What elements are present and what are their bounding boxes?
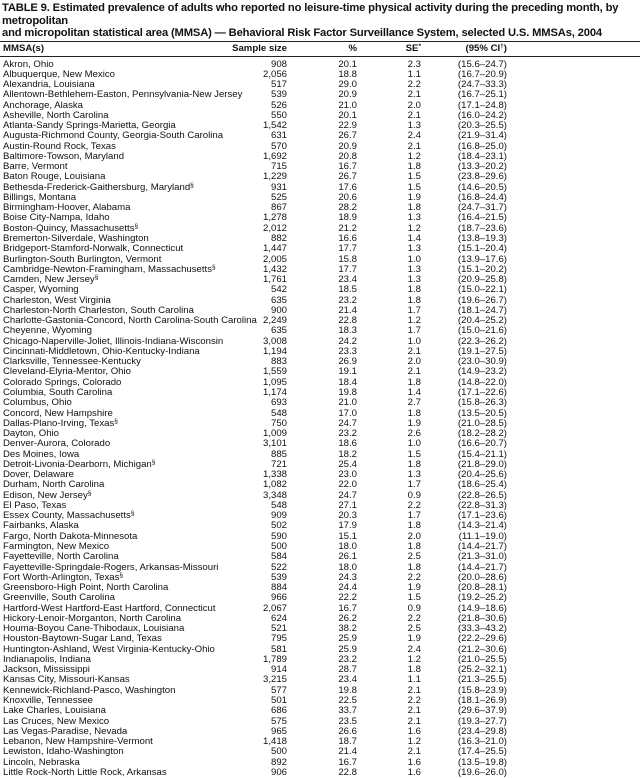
header-sample-size: Sample size — [232, 43, 287, 54]
footnote-mark: § — [114, 418, 118, 425]
table-title-line-1: TABLE 9. Estimated prevalence of adults … — [2, 2, 640, 27]
sample-size: 693 — [271, 398, 287, 408]
header-se-label: SE — [406, 43, 419, 54]
footnote-mark: § — [190, 182, 194, 189]
sample-size: 584 — [271, 552, 287, 562]
header-ci: (95% CI†) — [466, 43, 507, 54]
standard-error: 1.6 — [408, 768, 421, 778]
table-row: Little Rock-North Little Rock, Arkansas 9… — [0, 768, 640, 778]
standard-error: 2.5 — [408, 552, 421, 562]
sample-size: 906 — [271, 768, 287, 778]
percent: 33.7 — [338, 706, 357, 716]
table-title-line-2: and micropolitan statistical area (MMSA)… — [2, 27, 640, 40]
standard-error: 2.1 — [408, 706, 421, 716]
table-row: Charlotte-Gastonia-Concord, North Caroli… — [0, 316, 640, 326]
table-header: MMSA(s) Sample size % SE* (95% CI†) — [0, 41, 640, 57]
confidence-interval: (21.3–31.0) — [458, 552, 507, 562]
footnote-mark: § — [95, 274, 99, 281]
confidence-interval: (19.6–26.0) — [458, 768, 507, 778]
standard-error: 2.7 — [408, 398, 421, 408]
mmsa-label: Little Rock-North Little Rock, Arkansas — [3, 767, 167, 778]
se-footnote-mark: * — [418, 43, 421, 50]
header-se: SE* — [406, 43, 421, 54]
confidence-interval: (29.6–37.9) — [458, 706, 507, 716]
percent: 26.1 — [338, 552, 357, 562]
confidence-interval: (15.8–26.3) — [458, 398, 507, 408]
header-percent: % — [348, 43, 357, 54]
footnote-mark: § — [131, 510, 135, 517]
percent: 21.0 — [338, 398, 357, 408]
header-mmsa: MMSA(s) — [3, 43, 44, 54]
table-row: Huntington-Ashland, West Virginia-Kentuc… — [0, 645, 640, 655]
footnote-mark: § — [212, 264, 216, 271]
footnote-mark: § — [119, 572, 123, 579]
header-ci-close: ) — [504, 43, 507, 54]
percent: 22.8 — [338, 768, 357, 778]
footnote-mark: § — [135, 223, 139, 230]
footnote-mark: § — [88, 490, 92, 497]
table-row: Bethesda-Frederick-Gaithersburg, Marylan… — [0, 183, 640, 193]
table-title: TABLE 9. Estimated prevalence of adults … — [0, 0, 640, 40]
mmsa-name: Little Rock-North Little Rock, Arkansas — [3, 768, 167, 778]
footnote-mark: § — [152, 459, 156, 466]
sample-size: 686 — [271, 706, 287, 716]
header-ci-label: (95% CI — [466, 43, 501, 54]
table-row: Allentown-Bethlehem-Easton, Pennsylvania… — [0, 90, 640, 100]
